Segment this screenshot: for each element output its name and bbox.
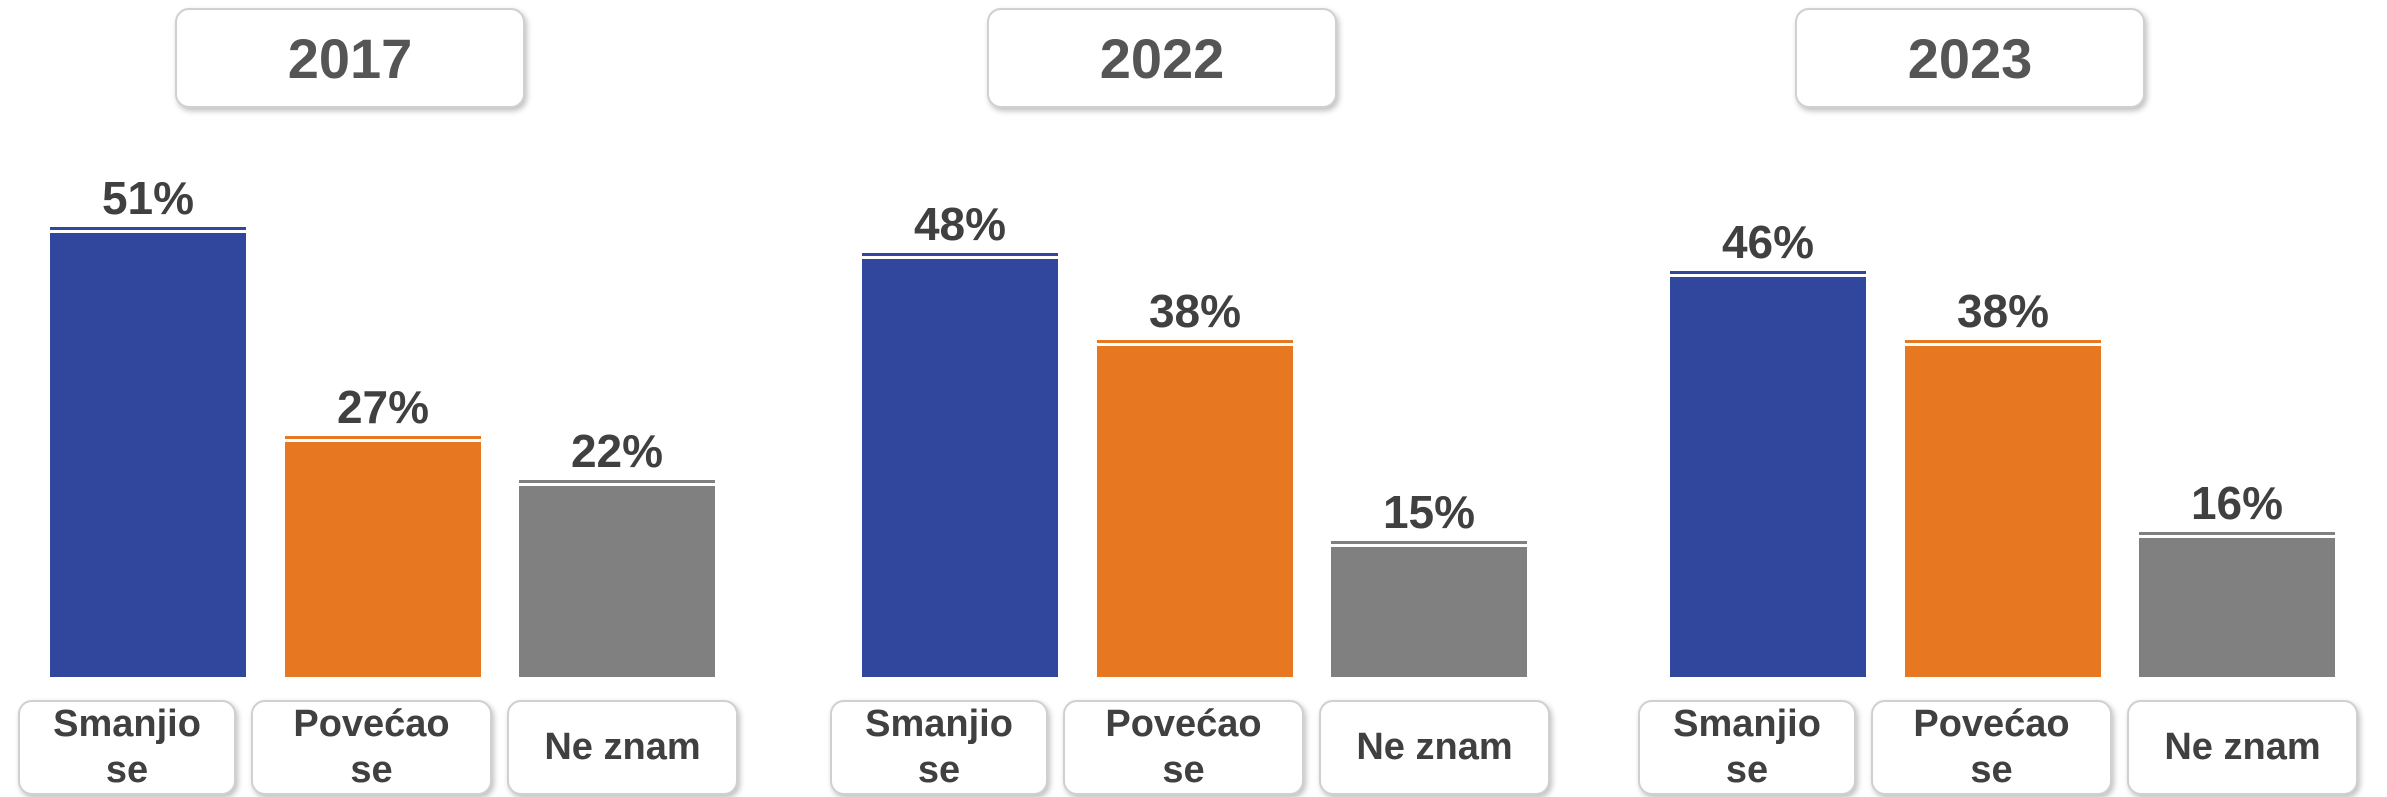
bar-cap (862, 253, 1058, 257)
value-label: 51% (101, 172, 195, 225)
value-label: 38% (1148, 285, 1242, 338)
bar (50, 233, 246, 677)
bar-cap (1097, 340, 1293, 344)
bar (1097, 346, 1293, 677)
bar (1905, 346, 2101, 677)
category-label: Ne znam (2127, 700, 2358, 795)
value-label: 27% (336, 381, 430, 434)
bar (1331, 546, 1527, 677)
category-label: Povećao se (1063, 700, 1304, 795)
bar-cap (1331, 540, 1527, 544)
bar-cap (1670, 270, 1866, 274)
value-label: 15% (1382, 485, 1476, 538)
category-label: Povećao se (1871, 700, 2112, 795)
category-label: Povećao se (251, 700, 492, 795)
value-label: 38% (1956, 285, 2050, 338)
chart-title: 2023 (1795, 8, 2145, 108)
category-label: Ne znam (1319, 700, 1550, 795)
bar-cap (519, 479, 715, 483)
value-label: 48% (913, 198, 1007, 251)
bar (1670, 276, 1866, 677)
value-label: 22% (570, 424, 664, 477)
bar (2139, 537, 2335, 677)
chart-title: 2017 (175, 8, 525, 108)
bar (519, 485, 715, 677)
chart-title: 2022 (987, 8, 1337, 108)
bar (285, 442, 481, 677)
bar-cap (50, 227, 246, 231)
bar-cap (1905, 340, 2101, 344)
value-label: 46% (1721, 215, 1815, 268)
bar-cap (2139, 531, 2335, 535)
category-label: Ne znam (507, 700, 738, 795)
bar (862, 259, 1058, 677)
category-label: Smanjio se (830, 700, 1048, 795)
category-label: Smanjio se (1638, 700, 1856, 795)
category-label: Smanjio se (18, 700, 236, 795)
value-label: 16% (2190, 476, 2284, 529)
bar-cap (285, 436, 481, 440)
